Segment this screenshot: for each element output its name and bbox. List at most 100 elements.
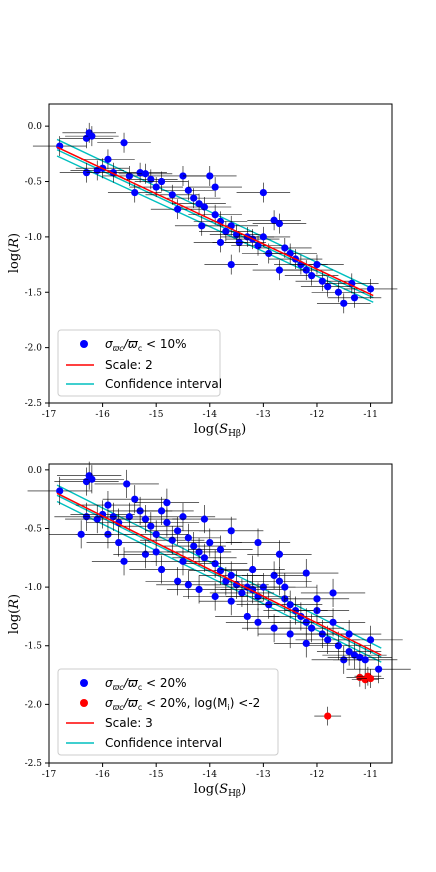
y-axis-label-bottom: log(R) [7,594,22,634]
point-marker [308,272,316,280]
point-marker [227,527,235,535]
y-axis-label-top: log(R) [7,233,22,273]
data-point [174,215,229,236]
point-marker [329,589,337,597]
point-marker [254,242,262,250]
point-marker [216,238,225,247]
point-marker [227,597,235,605]
point-marker [350,651,359,659]
point-marker [195,585,203,594]
point-marker [302,639,310,648]
data-point [199,221,253,242]
data-point [150,199,205,220]
data-point [327,643,392,672]
confidence-band-bottom [56,484,382,663]
point-marker [270,216,278,224]
point-marker [190,542,198,550]
data-point [316,619,382,649]
point-marker [275,577,284,585]
point-marker [281,583,289,591]
x-tick-label: -12 [310,770,325,780]
chart-top: -17 -16 -15 -14 -13 -12 -11 -2.5 -2.0 -1.5 -1.0 -0… [7,103,398,439]
legend-label-main-bottom: σϖc/ϖc < 20% [105,676,187,692]
point-marker [125,513,133,521]
point-marker [318,277,326,285]
data-point [325,273,379,294]
point-marker [275,220,284,228]
point-marker [345,648,353,656]
data-point [102,485,167,514]
data-point [49,520,114,549]
points-top [32,122,398,314]
y-tick-label: -2.5 [25,399,43,409]
data-point [32,136,87,157]
point-marker [375,665,383,673]
data-point [193,232,248,253]
data-point [241,561,307,590]
point-marker [334,288,343,296]
data-point [204,254,259,275]
point-marker [88,475,96,483]
point-marker [163,519,171,527]
legend-marker-main [80,340,88,348]
data-point [94,469,159,499]
data-point [62,122,116,143]
x-axis-label-bottom: log(SHβ) [194,782,246,799]
data-point [258,619,323,649]
y-tick-label: -0.5 [25,524,43,534]
point-marker [259,188,267,197]
data-point [343,278,398,299]
legend-label-scale-top: Scale: 2 [105,358,153,372]
faint-data-point [314,706,342,726]
x-tick-label: -14 [203,410,218,420]
x-tick-label: -15 [149,410,164,420]
data-point [327,287,382,308]
plot-frame-bottom [48,463,393,764]
point-marker [152,530,160,538]
point-marker [356,653,364,662]
point-marker [147,175,155,183]
data-point [113,162,167,183]
legend-label-main-top: σϖc/ϖc < 10% [105,337,187,353]
confidence-upper-line [56,484,382,649]
y-tick-label: -1.5 [25,288,43,298]
point-marker [195,200,203,208]
point-marker [366,636,375,644]
point-marker [104,501,112,509]
point-marker [120,557,128,565]
data-point [247,567,312,596]
data-point [247,210,301,231]
point-marker [152,183,160,191]
point-marker [184,534,192,542]
point-marker [281,244,289,252]
point-marker [270,571,278,579]
point-marker [77,530,85,538]
point-marker [93,515,101,523]
point-marker [141,170,150,178]
point-marker [254,618,262,626]
point-marker [200,515,209,523]
point-marker [104,155,112,163]
point-marker [302,569,310,577]
y-tick-label: 0.0 [28,122,43,132]
data-point [65,126,119,147]
data-point [300,578,366,608]
y-tick-label: -2.0 [25,344,43,354]
data-point [258,590,323,619]
data-point [188,204,242,225]
data-point [295,271,350,292]
points-bottom [27,461,411,726]
point-marker [329,618,337,626]
point-marker [190,194,198,202]
data-point [188,556,253,585]
x-tick-label: -17 [42,410,57,420]
point-marker [222,227,230,235]
point-marker [115,538,123,547]
data-point [333,645,398,674]
y-tick-label: -2.0 [25,700,43,710]
data-point [199,516,264,545]
point-marker [286,601,294,609]
data-point [150,547,216,576]
point-marker [211,592,219,601]
data-point [220,555,285,584]
